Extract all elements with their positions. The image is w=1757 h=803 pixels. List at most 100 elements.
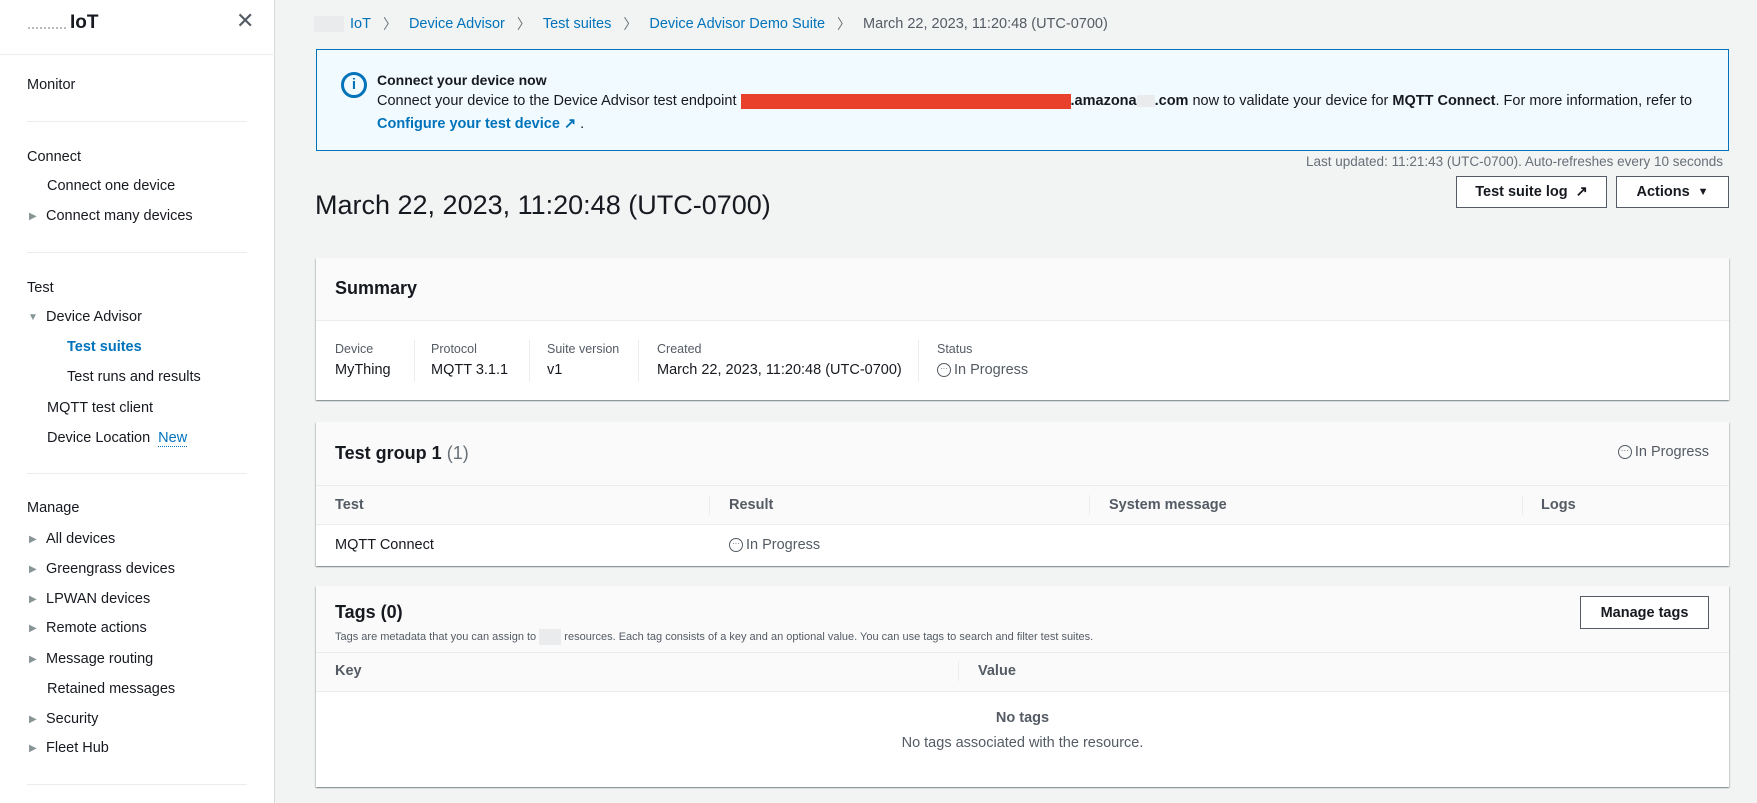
summary-field-suite-version: Suite version v1 — [547, 342, 619, 378]
sidebar-item-security[interactable]: Security — [46, 711, 99, 727]
endpoint-domain: .com — [1154, 93, 1189, 109]
test-group-title: Test group 1 (1) — [335, 443, 469, 464]
test-group-name: Test group 1 — [335, 443, 442, 463]
test-suite-log-button[interactable]: Test suite log ↗ — [1456, 176, 1607, 208]
redacted — [1136, 95, 1155, 108]
breadcrumb-test-suites[interactable]: Test suites — [542, 16, 612, 32]
info-text-b: now to validate your device for — [1188, 93, 1393, 109]
caret-down-icon: ▼ — [1697, 186, 1709, 198]
column-key: Key — [335, 663, 362, 679]
status-value: In Progress — [954, 362, 1029, 378]
close-icon[interactable]: ✕ — [236, 8, 255, 33]
redacted-endpoint — [740, 93, 1071, 109]
caret-right-icon: ▶ — [29, 714, 37, 725]
manage-tags-button[interactable]: Manage tags — [1580, 596, 1709, 629]
summary-title: Summary — [335, 278, 418, 298]
new-badge: New — [158, 430, 188, 447]
field-value: MQTT 3.1.1 — [431, 362, 509, 378]
test-group-card: Test group 1 (1) ··· In Progress Test Res… — [316, 422, 1729, 566]
field-value: v1 — [547, 362, 563, 378]
redacted — [539, 629, 562, 645]
caret-down-icon: ▼ — [28, 312, 38, 323]
chevron-right-icon: 〉 — [516, 16, 531, 32]
external-link-icon: ↗ — [563, 116, 577, 132]
test-group-status: ··· In Progress — [1617, 444, 1709, 460]
cell-result: ··· In Progress — [729, 537, 820, 553]
breadcrumb-demo-suite[interactable]: Device Advisor Demo Suite — [649, 16, 826, 32]
sidebar-item-connect-many-devices[interactable]: Connect many devices — [46, 208, 193, 224]
result-text: In Progress — [746, 537, 821, 553]
info-icon: i — [341, 72, 367, 98]
endpoint-suffix: .amazona — [1070, 93, 1137, 109]
sidebar-item-remote-actions[interactable]: Remote actions — [46, 620, 147, 636]
sidebar-item-connect-one-device[interactable]: Connect one device — [47, 178, 176, 194]
chevron-right-icon: 〉 — [837, 16, 852, 32]
sidebar-item-device-location[interactable]: Device Location New — [47, 430, 188, 447]
info-text-a: Connect your device to the Device Adviso… — [377, 93, 741, 109]
caret-right-icon: ▶ — [29, 594, 37, 605]
info-text-c: . For more information, refer to — [1495, 93, 1693, 109]
column-result: Result — [729, 497, 774, 513]
summary-field-created: Created March 22, 2023, 11:20:48 (UTC-070… — [657, 342, 902, 378]
summary-card: Summary Device MyThing Protocol MQTT 3.1.1… — [316, 258, 1729, 400]
caret-right-icon: ▶ — [29, 211, 37, 222]
page-title: March 22, 2023, 11:20:48 (UTC-0700) — [315, 190, 771, 220]
cell-test: MQTT Connect — [335, 537, 434, 553]
chevron-right-icon: 〉 — [382, 16, 397, 32]
sidebar-item-test-suites[interactable]: Test suites — [67, 339, 142, 355]
sidebar-item-retained-messages[interactable]: Retained messages — [47, 681, 176, 697]
sidebar-item-message-routing[interactable]: Message routing — [46, 651, 154, 667]
tags-card: Tags (0) Tags are metadata that you can … — [316, 586, 1729, 787]
sidebar-item-fleet-hub[interactable]: Fleet Hub — [46, 740, 109, 756]
tags-table-header: Key Value — [316, 653, 1729, 692]
summary-field-device: Device MyThing — [335, 342, 391, 378]
column-value: Value — [978, 663, 1016, 679]
info-alert: i Connect your device now Connect your d… — [316, 49, 1729, 151]
actions-label: Actions — [1636, 184, 1690, 200]
tags-description: Tags are metadata that you can assign to… — [335, 629, 1093, 645]
info-title: Connect your device now — [377, 72, 547, 88]
sidebar-item-lpwan-devices[interactable]: LPWAN devices — [46, 591, 151, 607]
period: . — [580, 116, 585, 132]
sidebar-item-greengrass-devices[interactable]: Greengrass devices — [46, 561, 175, 577]
table-row: MQTT Connect ··· In Progress — [316, 525, 1729, 566]
device-location-label: Device Location — [47, 430, 151, 446]
actions-button[interactable]: Actions ▼ — [1616, 176, 1729, 208]
sidebar-heading-manage: Manage — [27, 500, 80, 516]
caret-right-icon: ▶ — [29, 534, 37, 545]
test-suite-log-label: Test suite log — [1475, 184, 1568, 200]
sidebar-item-all-devices[interactable]: All devices — [46, 531, 116, 547]
empty-title: No tags — [995, 710, 1050, 726]
status-indicator: ··· In Progress — [937, 362, 1028, 378]
sidebar-title: IoT — [70, 12, 99, 33]
last-updated: Last updated: 11:21:43 (UTC-0700). Auto-… — [1306, 154, 1723, 169]
test-group-count: (1) — [446, 443, 469, 463]
caret-right-icon: ▶ — [29, 654, 37, 665]
column-system-message: System message — [1109, 497, 1227, 513]
sidebar-heading-connect: Connect — [27, 149, 82, 165]
test-group-status-text: In Progress — [1634, 444, 1709, 460]
info-text: Connect your device to the Device Adviso… — [377, 93, 1692, 109]
column-logs: Logs — [1541, 497, 1576, 513]
caret-right-icon: ▶ — [29, 564, 37, 575]
sidebar-item-test-runs[interactable]: Test runs and results — [67, 369, 201, 385]
info-link-line: Configure your test device ↗ . — [377, 116, 584, 132]
table-header: Test Result System message Logs — [316, 485, 1729, 525]
chevron-right-icon: 〉 — [623, 16, 638, 32]
redacted-brand — [314, 16, 344, 32]
field-label: Device — [335, 342, 374, 356]
empty-description: No tags associated with the resource. — [901, 735, 1144, 751]
breadcrumb-device-advisor[interactable]: Device Advisor — [408, 16, 505, 32]
breadcrumb-iot[interactable]: IoT — [350, 16, 371, 32]
sidebar-heading-monitor[interactable]: Monitor — [27, 77, 76, 93]
sidebar-item-device-advisor[interactable]: Device Advisor — [46, 309, 142, 325]
sidebar-heading-test: Test — [27, 280, 54, 296]
caret-right-icon: ▶ — [29, 623, 37, 634]
in-progress-icon: ··· — [1617, 445, 1632, 459]
in-progress-icon: ··· — [937, 363, 951, 377]
tags-desc-a: Tags are metadata that you can assign to — [335, 630, 540, 643]
sidebar-item-mqtt-test-client[interactable]: MQTT test client — [47, 400, 154, 416]
field-label: Status — [937, 342, 973, 356]
configure-device-link[interactable]: Configure your test device ↗ — [377, 116, 576, 132]
field-value: MyThing — [335, 362, 391, 378]
